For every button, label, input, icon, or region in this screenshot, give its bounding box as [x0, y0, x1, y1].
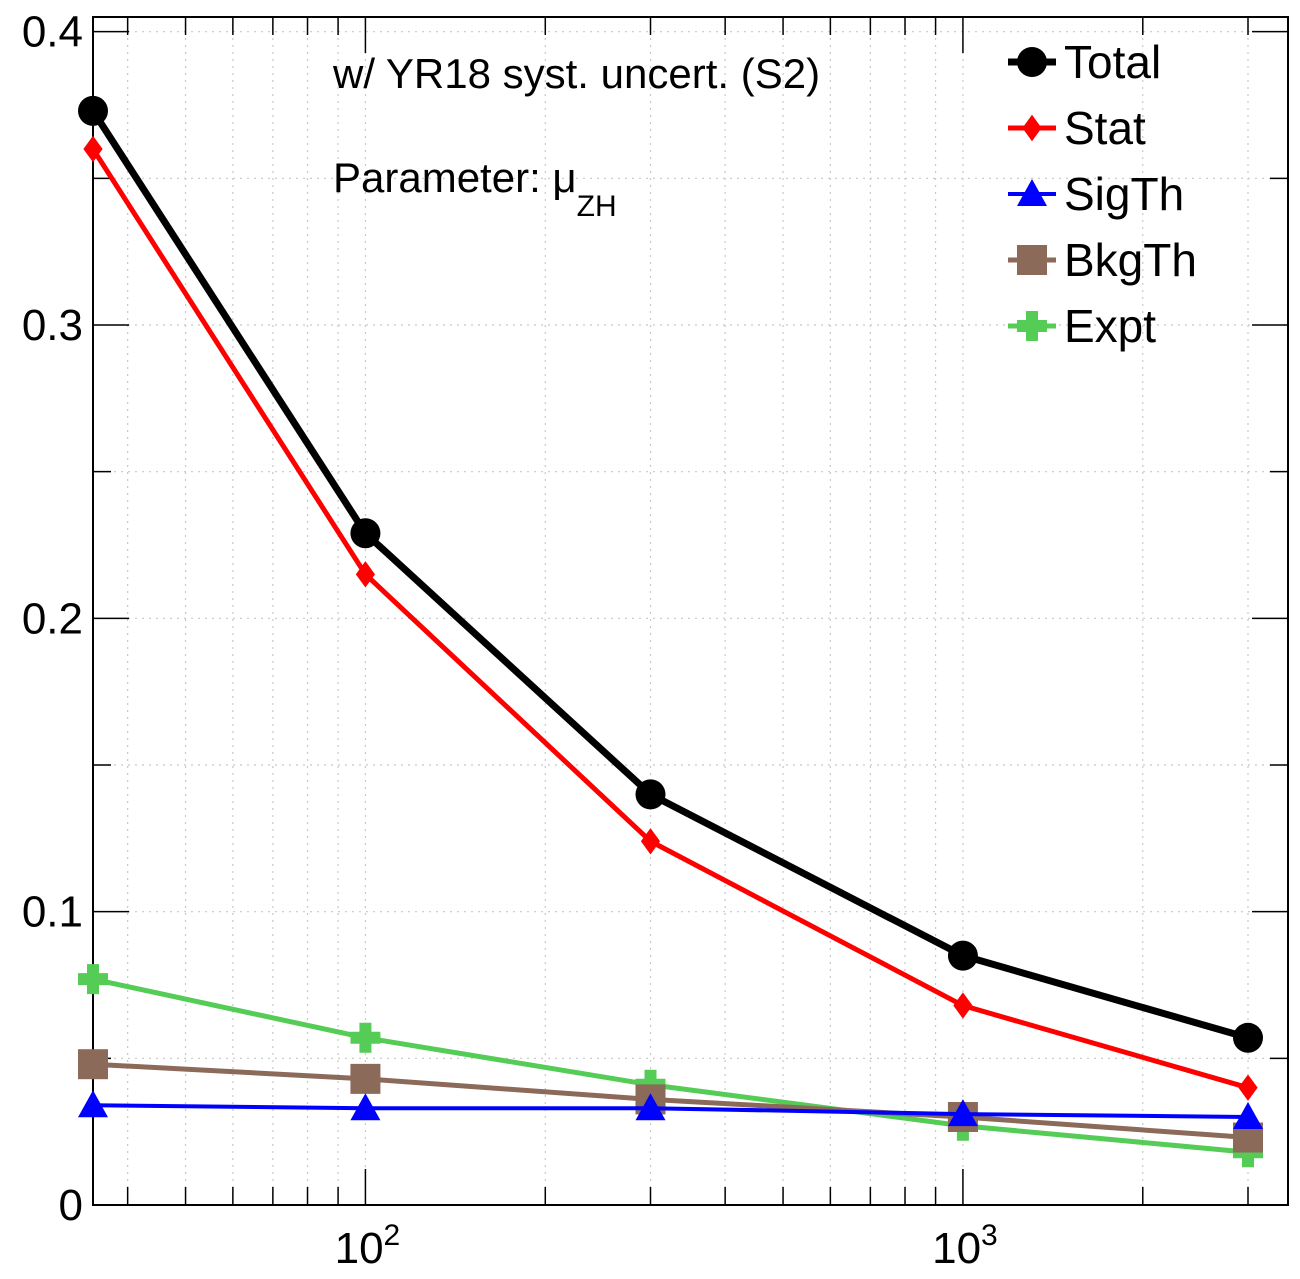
legend: Total Stat SigTh BkgTh Expt [1008, 36, 1197, 352]
x-tick-label: 103 [932, 1219, 998, 1273]
tick-labels: 0 0.1 0.2 0.3 0.4 102 103 [22, 8, 998, 1273]
legend-label-expt: Expt [1064, 300, 1156, 352]
point-stat [953, 992, 973, 1019]
point-total [635, 779, 666, 810]
parameter-subscript: ZH [577, 190, 617, 223]
point-total [1232, 1022, 1263, 1053]
legend-label-bkgth: BkgTh [1064, 234, 1197, 286]
point-stat [1238, 1074, 1258, 1101]
y-tick-label: 0.4 [22, 8, 83, 57]
series-total [78, 95, 1263, 1053]
legend-label-total: Total [1064, 36, 1161, 88]
point-sigth [1232, 1102, 1263, 1129]
point-sigth [947, 1099, 978, 1127]
plot-frame [92, 16, 1289, 1206]
tick-marks [93, 17, 1288, 1206]
grid-layer [93, 17, 1288, 1205]
y-tick-label: 0.1 [22, 888, 83, 937]
parameter-annotation: Parameter: μZH [333, 154, 617, 223]
point-sigth [635, 1093, 666, 1121]
legend-marker-sigth [1017, 179, 1047, 206]
point-bkgth [78, 1049, 108, 1080]
legend-marker-total [1017, 47, 1047, 77]
y-tick-label: 0.2 [22, 594, 83, 643]
point-total [947, 940, 978, 971]
point-stat [640, 828, 661, 855]
point-sigth [78, 1090, 108, 1118]
point-expt [78, 964, 108, 995]
point-stat [83, 135, 103, 163]
legend-marker-bkgth [1017, 245, 1047, 275]
series-line-bkgth [92, 1061, 1249, 1141]
legend-item-sigth: SigTh [1008, 168, 1184, 220]
series-expt [78, 964, 1263, 1168]
legend-item-expt: Expt [1008, 300, 1156, 352]
legend-label-sigth: SigTh [1064, 168, 1184, 220]
parameter-symbol: μ [552, 154, 576, 201]
point-total [78, 95, 108, 126]
parameter-prefix: Parameter: [333, 154, 552, 201]
series-sigth [78, 1090, 1263, 1129]
series-stat [83, 135, 1258, 1101]
syst-annotation: w/ YR18 syst. uncert. (S2) [332, 50, 820, 97]
point-total [350, 518, 381, 549]
series-line-sigth [92, 1103, 1249, 1119]
plot-frame-rect [92, 16, 1289, 1206]
point-stat [355, 561, 376, 588]
point-sigth [350, 1093, 381, 1121]
legend-item-total: Total [1008, 36, 1161, 88]
legend-item-stat: Stat [1008, 102, 1146, 154]
series-layer [78, 95, 1263, 1168]
x-tick-label: 102 [335, 1219, 401, 1273]
point-expt [350, 1022, 381, 1053]
point-bkgth [350, 1063, 381, 1094]
y-tick-label: 0.3 [22, 301, 83, 350]
legend-marker-stat [1022, 114, 1042, 142]
legend-marker-expt [1017, 311, 1047, 341]
legend-label-stat: Stat [1064, 102, 1146, 154]
y-tick-label: 0 [59, 1181, 83, 1230]
legend-item-bkgth: BkgTh [1008, 234, 1197, 286]
annotations: w/ YR18 syst. uncert. (S2) Parameter: μZ… [332, 50, 820, 223]
